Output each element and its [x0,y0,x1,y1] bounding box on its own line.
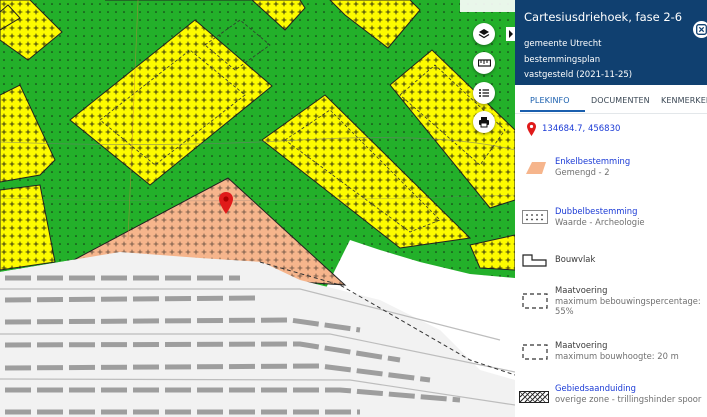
close-icon[interactable] [693,21,707,38]
tab-documenten[interactable]: DOCUMENTEN [591,96,650,105]
dashed-box-icon [522,293,548,313]
municipality-label: gemeente Utrecht [524,39,602,49]
map-view[interactable] [0,0,515,417]
tab-bar: PLEKINFO DOCUMENTEN KENMERKEN [515,91,707,113]
print-icon[interactable] [473,111,495,133]
measure-icon[interactable] [473,52,495,74]
tab-plekinfo[interactable]: PLEKINFO [530,96,570,105]
orange-area-swatch [522,160,548,179]
legend-detail: Gemengd - 2 [555,167,610,177]
legend-detail: maximum bouwhoogte: 20 m [555,351,679,361]
plan-type-label: bestemmingsplan [524,55,601,65]
panel-title: Cartesiusdriehoek, fase 2-6 [524,10,683,24]
legend-title: Maatvoering [555,340,608,350]
legend-detail: maximum bebouwingspercentage: 55% [555,296,701,316]
legend-title[interactable]: Gebiedsaanduiding [555,383,636,393]
hatched-zone-icon [519,388,549,407]
legend-title: Bouwvlak [555,254,596,264]
map-pin-icon[interactable] [219,192,233,214]
coordinates-value[interactable]: 134684.7, 456830 [542,124,621,134]
tab-divider [515,113,707,114]
legend-title[interactable]: Dubbelbestemming [555,206,638,216]
tab-kenmerken[interactable]: KENMERKEN [661,96,707,105]
map-canvas[interactable] [0,0,515,417]
dotted-grid-swatch [522,209,548,228]
plan-status-label: vastgesteld (2021-11-25) [524,70,633,80]
building-outline-icon [522,252,548,271]
panel-header: Cartesiusdriehoek, fase 2-6 gemeente Utr… [515,0,707,85]
collapse-panel-icon[interactable] [506,27,515,41]
legend-list-icon[interactable] [473,82,495,104]
dashed-box-icon [522,344,548,364]
legend-detail: Waarde - Archeologie [555,217,645,227]
legend-title[interactable]: Enkelbestemming [555,156,631,166]
layers-icon[interactable] [473,23,495,45]
map-pin-icon [527,121,536,140]
legend-title: Maatvoering [555,285,608,295]
active-tab-indicator [520,110,585,112]
legend-detail: overige zone - trillingshinder spoor [555,394,702,404]
info-panel: Cartesiusdriehoek, fase 2-6 gemeente Utr… [515,0,707,417]
